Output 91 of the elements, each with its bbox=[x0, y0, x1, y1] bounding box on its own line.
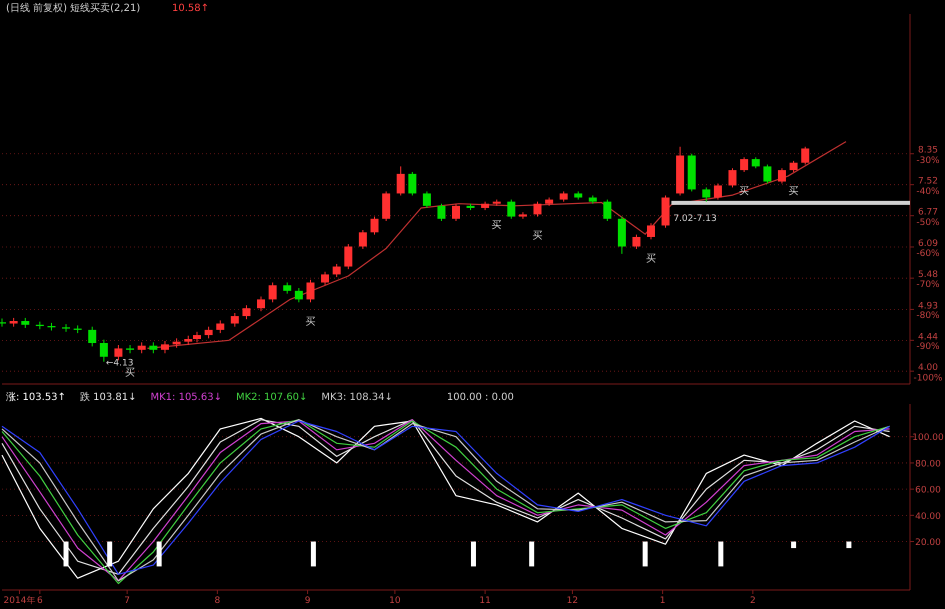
candlestick bbox=[21, 317, 30, 328]
y2-tick-label: -80% bbox=[916, 311, 940, 322]
annotation: 买 bbox=[532, 230, 542, 242]
candlestick bbox=[702, 186, 710, 202]
x-tick-label: 9 bbox=[304, 596, 311, 606]
candlestick bbox=[184, 335, 192, 346]
annotation: 买 bbox=[125, 367, 136, 378]
candlestick bbox=[216, 320, 224, 334]
y-tick-label: 5.48 bbox=[918, 270, 938, 280]
candlestick bbox=[728, 168, 736, 188]
candlestick bbox=[306, 279, 314, 303]
text: 100.00 : 0.00 bbox=[446, 392, 514, 403]
candlestick bbox=[192, 331, 201, 343]
candlestick bbox=[283, 282, 292, 294]
series-label: MK2: 107.60↓ bbox=[236, 392, 308, 403]
candlestick bbox=[533, 201, 542, 218]
candlestick bbox=[408, 171, 416, 196]
annotation: 买 bbox=[788, 186, 799, 197]
candlestick bbox=[740, 156, 748, 172]
y-tick-label: 6.09 bbox=[918, 238, 938, 249]
annotation: 7.02-7.13 bbox=[673, 214, 717, 224]
x-tick-label: 1 bbox=[660, 596, 666, 606]
candlestick bbox=[242, 304, 250, 320]
x-tick-label: 8 bbox=[214, 596, 220, 606]
y2-tick-label: -50% bbox=[916, 218, 940, 228]
candlestick bbox=[160, 340, 169, 354]
chart-title: (日线 前复权) 短线买卖(2,21) bbox=[6, 2, 140, 14]
y-tick-label: 80.00 bbox=[915, 459, 942, 470]
x-tick-label: 6 bbox=[36, 596, 43, 606]
candlestick bbox=[790, 160, 798, 172]
candlestick bbox=[507, 199, 516, 220]
text: 涨: 103.53↑ bbox=[6, 391, 66, 403]
candlestick bbox=[752, 156, 760, 169]
x-tick-label: 2014年 bbox=[4, 595, 36, 606]
chart-subtitle: 10.58↑ bbox=[172, 3, 210, 14]
candlestick bbox=[172, 338, 181, 348]
candlestick bbox=[138, 342, 146, 354]
y2-tick-label: -90% bbox=[916, 342, 940, 352]
x-tick-label: 2 bbox=[750, 596, 756, 606]
x-tick-label: 10 bbox=[389, 596, 401, 606]
candlestick bbox=[801, 146, 810, 166]
annotation: 买 bbox=[646, 253, 656, 264]
annotation: ←4.13 bbox=[106, 358, 134, 369]
candlestick bbox=[646, 222, 655, 240]
candlestick bbox=[632, 234, 640, 250]
candlestick bbox=[268, 282, 277, 303]
candlestick bbox=[603, 199, 612, 222]
candlestick bbox=[560, 190, 568, 202]
x-tick-label: 11 bbox=[479, 596, 491, 606]
candlestick bbox=[437, 203, 446, 222]
candlestick bbox=[257, 296, 266, 312]
candlestick bbox=[778, 168, 786, 184]
y2-tick-label: -30% bbox=[916, 156, 940, 166]
candlestick bbox=[88, 326, 96, 347]
candlestick bbox=[230, 312, 239, 328]
y-tick-label: 4.00 bbox=[918, 363, 938, 374]
y-tick-label: 40.00 bbox=[915, 512, 942, 522]
text: MK3: 108.34↓ bbox=[321, 392, 393, 403]
candlestick bbox=[204, 326, 213, 339]
y2-tick-label: -60% bbox=[916, 248, 940, 259]
y-tick-label: 8.35 bbox=[918, 146, 938, 156]
candlestick bbox=[332, 263, 341, 278]
text: 跌 103.81↓ bbox=[80, 391, 136, 403]
candlestick bbox=[100, 339, 108, 362]
candlestick bbox=[149, 342, 158, 354]
annotation: 买 bbox=[305, 316, 316, 328]
candlestick bbox=[321, 271, 330, 286]
candlestick bbox=[714, 182, 722, 200]
candlestick bbox=[344, 244, 352, 270]
y2-tick-label: -70% bbox=[916, 280, 940, 290]
line-series bbox=[146, 141, 847, 349]
y-tick-label: 6.77 bbox=[918, 208, 938, 218]
y-tick-label: 20.00 bbox=[915, 538, 942, 548]
text: MK1: 105.63↓ bbox=[150, 392, 222, 403]
candlestick bbox=[452, 203, 460, 222]
candlestick bbox=[422, 190, 431, 208]
annotation: 买 bbox=[492, 220, 502, 231]
candlestick bbox=[370, 216, 379, 236]
candlestick bbox=[763, 164, 772, 184]
candlestick bbox=[396, 166, 405, 196]
y-tick-label: 4.44 bbox=[918, 332, 938, 342]
y2-tick-label: -100% bbox=[914, 373, 943, 384]
x-tick-label: 12 bbox=[566, 596, 578, 606]
y2-tick-label: -40% bbox=[916, 186, 940, 197]
candlestick bbox=[358, 230, 367, 250]
x-tick-label: 7 bbox=[124, 596, 130, 606]
y-tick-label: 100.00 bbox=[912, 433, 944, 444]
candlestick bbox=[294, 288, 303, 303]
y-tick-label: 4.93 bbox=[918, 301, 938, 312]
y-tick-label: 60.00 bbox=[915, 486, 942, 496]
y-tick-label: 7.52 bbox=[918, 176, 938, 187]
